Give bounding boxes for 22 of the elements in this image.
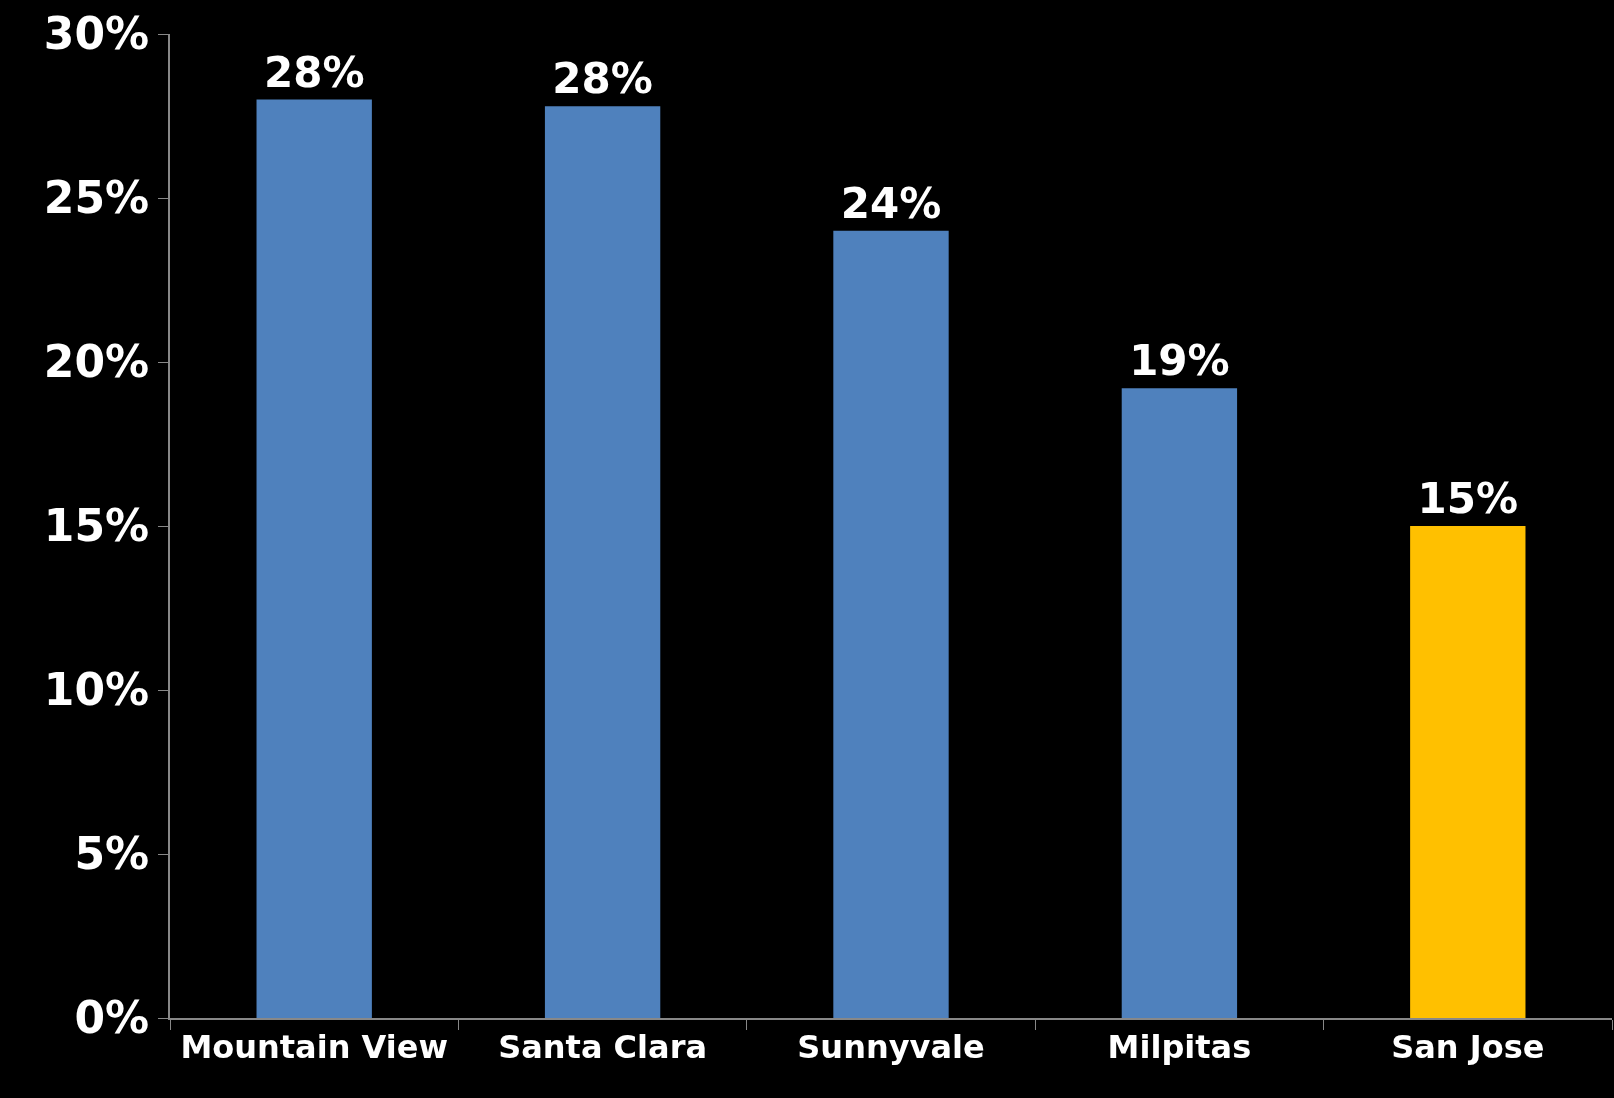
x-tick-label: Mountain View [180, 1028, 448, 1067]
data-label: 28% [552, 54, 653, 104]
bar [1121, 388, 1238, 1018]
data-label: 28% [263, 47, 365, 97]
x-tick-label: Milpitas [1107, 1028, 1252, 1067]
bar [544, 106, 661, 1018]
x-tick-label: Sunnyvale [797, 1028, 985, 1067]
y-tick-label: 5% [74, 828, 150, 880]
bar [256, 99, 372, 1018]
data-label: 19% [1129, 336, 1230, 386]
y-tick-label: 10% [43, 664, 150, 716]
x-tick-label: San Jose [1391, 1028, 1545, 1067]
data-label: 15% [1417, 474, 1519, 523]
bar [833, 230, 949, 1018]
y-tick-label: 15% [43, 500, 150, 552]
y-tick-label: 0% [74, 992, 150, 1044]
bar [1410, 526, 1526, 1018]
x-tick-label: Santa Clara [498, 1028, 708, 1067]
data-label: 24% [840, 178, 942, 228]
y-tick-label: 30% [43, 8, 150, 60]
y-tick-label: 25% [43, 172, 150, 224]
y-tick-label: 20% [43, 336, 150, 388]
